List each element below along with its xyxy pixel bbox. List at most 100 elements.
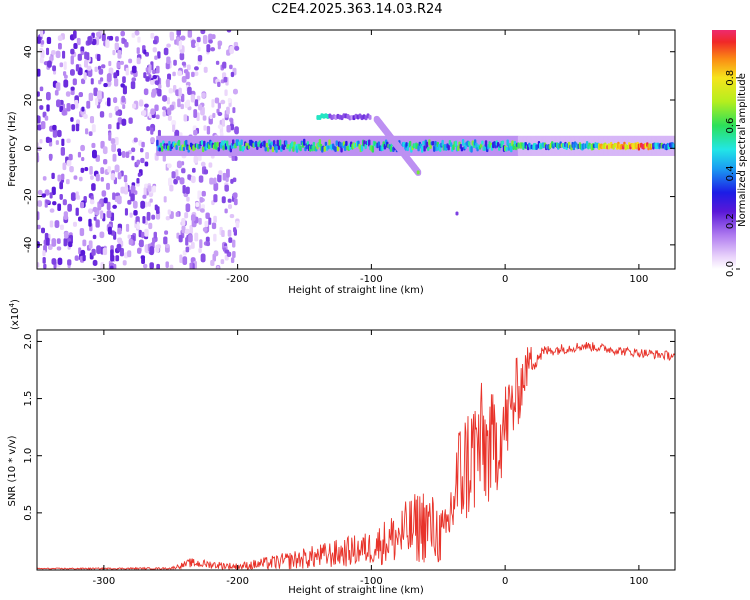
- noise-cell: [44, 189, 50, 196]
- band-cell: [421, 145, 424, 153]
- noise-cell: [98, 199, 103, 204]
- noise-cell: [185, 237, 189, 246]
- noise-cell: [70, 117, 74, 122]
- y-tick-label: -20: [23, 188, 34, 204]
- noise-cell: [150, 127, 154, 135]
- noise-cell: [73, 175, 78, 180]
- noise-cell: [177, 70, 183, 77]
- noise-cell: [191, 241, 195, 249]
- noise-cell: [51, 258, 57, 265]
- noise-cell: [173, 178, 178, 185]
- band-cell: [447, 144, 450, 151]
- noise-cell: [95, 173, 100, 182]
- band-cell: [222, 145, 225, 151]
- noise-cell: [163, 47, 169, 56]
- noise-cell: [161, 106, 167, 111]
- noise-cell: [70, 192, 76, 201]
- noise-cell: [136, 221, 140, 230]
- noise-cell: [78, 92, 83, 98]
- noise-cell: [179, 254, 183, 263]
- noise-cell: [164, 230, 169, 235]
- noise-cell: [130, 185, 136, 194]
- snr-multiplier: (x104): [8, 299, 21, 330]
- noise-cell: [223, 76, 228, 83]
- band-cell: [203, 140, 206, 147]
- band-cell: [433, 145, 436, 152]
- noise-cell: [197, 54, 203, 62]
- band-cell: [275, 145, 278, 153]
- noise-cell: [145, 76, 150, 82]
- noise-cell: [37, 189, 43, 196]
- snr-series-line: [37, 342, 675, 570]
- noise-cell: [117, 172, 122, 180]
- noise-cell: [117, 49, 122, 59]
- noise-cell: [141, 141, 145, 148]
- noise-cell: [61, 110, 67, 116]
- noise-cell: [206, 44, 211, 53]
- noise-cell: [124, 41, 129, 48]
- noise-cell: [150, 79, 155, 85]
- band-cell: [364, 143, 367, 150]
- noise-cell: [48, 137, 53, 143]
- noise-cell: [136, 159, 141, 165]
- svg-text:(x104): (x104): [8, 299, 21, 330]
- noise-cell: [39, 47, 43, 53]
- x-tick-label: 100: [629, 576, 648, 587]
- noise-cell: [184, 212, 189, 219]
- noise-cell: [80, 51, 84, 56]
- noise-cell: [198, 175, 204, 183]
- noise-cell: [109, 35, 114, 41]
- noise-cell: [51, 186, 56, 196]
- noise-cell: [117, 227, 122, 235]
- y-tick-label: 0.5: [23, 505, 34, 521]
- noise-cell: [224, 89, 228, 97]
- band-cell: [167, 145, 170, 151]
- noise-cell: [95, 219, 100, 228]
- noise-cell: [107, 81, 112, 86]
- noise-cell: [155, 65, 160, 74]
- noise-cell: [70, 104, 76, 110]
- noise-cell: [75, 191, 79, 199]
- noise-cell: [55, 140, 59, 145]
- noise-cell: [59, 193, 63, 200]
- band-cell: [238, 141, 241, 146]
- noise-cell: [138, 140, 143, 146]
- band-cell: [200, 140, 204, 145]
- band-cell: [429, 144, 432, 149]
- noise-cell: [171, 119, 177, 126]
- noise-cell: [88, 131, 93, 137]
- noise-cell: [181, 76, 187, 83]
- noise-cell: [113, 72, 118, 79]
- noise-cell: [142, 194, 147, 199]
- noise-cell: [140, 147, 144, 153]
- noise-cell: [169, 264, 174, 269]
- noise-cell: [190, 175, 196, 184]
- noise-cell: [46, 104, 50, 112]
- noise-cell: [152, 47, 157, 53]
- noise-cell: [217, 111, 223, 117]
- noise-cell: [116, 195, 122, 205]
- y-tick-label: 1.0: [23, 448, 34, 464]
- noise-cell: [54, 90, 59, 96]
- noise-cell: [152, 39, 158, 45]
- noise-cell: [230, 71, 235, 78]
- noise-cell: [143, 72, 147, 79]
- band-cell: [328, 139, 331, 146]
- noise-cell: [100, 177, 104, 182]
- noise-cell: [82, 254, 86, 262]
- noise-cell: [62, 50, 66, 59]
- noise-cell: [185, 186, 190, 195]
- noise-cell: [119, 60, 124, 65]
- noise-cell: [81, 106, 85, 112]
- band-cell: [336, 145, 340, 152]
- noise-cell: [163, 236, 168, 245]
- noise-cell: [66, 159, 72, 167]
- band-cell: [168, 140, 171, 146]
- noise-cell: [217, 102, 221, 109]
- y-tick-label: 0: [23, 145, 34, 151]
- noise-cell: [122, 85, 127, 95]
- noise-cell: [137, 172, 142, 177]
- noise-cell: [149, 262, 154, 269]
- noise-cell: [94, 66, 98, 73]
- noise-cell: [40, 40, 45, 45]
